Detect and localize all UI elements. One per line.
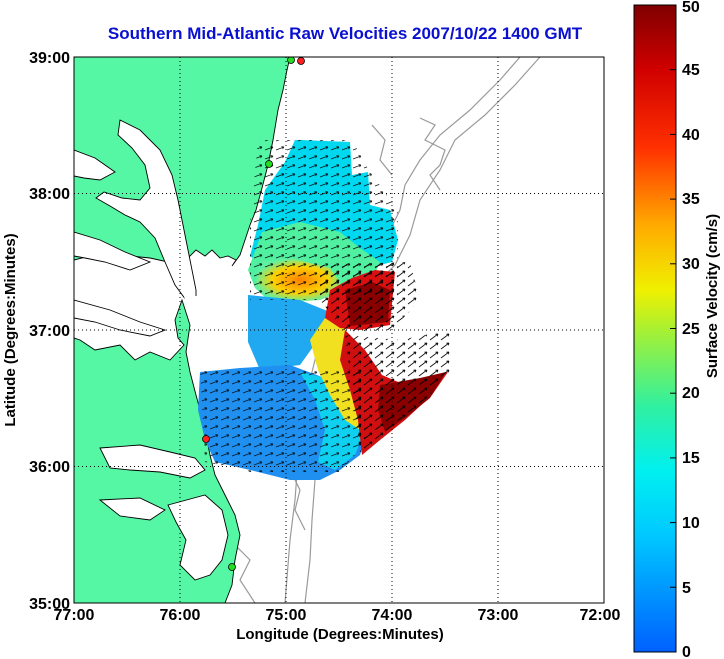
x-tick-label: 75:00 [266,607,307,624]
station-marker[interactable] [202,435,210,443]
colorbar [633,4,677,653]
y-tick-label: 36:00 [29,459,70,476]
station-marker[interactable] [297,57,305,65]
x-tick-label: 73:00 [478,607,519,624]
velocity-region-mid [248,295,330,370]
colorbar-tick-label: 0 [682,644,691,659]
y-tick-label: 39:00 [29,50,70,67]
grid-lines [74,57,604,603]
pamlico-sound [167,494,229,581]
colorbar-tick-label: 25 [682,321,700,338]
map-title: Southern Mid-Atlantic Raw Velocities 200… [107,24,583,43]
station-marker[interactable] [287,57,295,64]
y-tick-label: 35:00 [29,596,70,613]
x-tick-label: 76:00 [160,607,201,624]
x-tick-label: 77:00 [54,607,95,624]
colorbar-tick-label: 5 [682,580,691,597]
colorbar-tick-label: 10 [682,515,700,532]
colorbar-tick-label: 40 [682,127,700,144]
y-tick-label: 38:00 [29,186,70,203]
x-tick-label: 74:00 [372,607,413,624]
y-axis-ticks: 39:00 38:00 37:00 36:00 35:00 [29,50,70,613]
plot-frame [73,56,605,604]
station-marker[interactable] [228,563,236,571]
x-axis-ticks: 77:00 76:00 75:00 74:00 73:00 72:00 [54,607,621,624]
chesapeake-mouth [184,296,250,350]
colorbar-tick-label: 35 [682,191,700,208]
velocity-field [198,140,452,480]
colorbar-label: Surface Velocity (cm/s) [704,214,721,378]
colorbar-labels: 0 5 10 15 20 25 30 35 40 45 50 [682,0,700,659]
colorbar-ticks [670,4,676,588]
colorbar-tick-label: 20 [682,385,700,402]
station-marker[interactable] [265,160,273,168]
colorbar-tick-label: 50 [682,0,700,16]
colorbar-tick-label: 45 [682,62,700,79]
y-tick-label: 37:00 [29,323,70,340]
albemarle-sound [99,444,206,479]
y-axis-label: Latitude (Degrees:Minutes) [2,233,19,426]
x-tick-label: 72:00 [580,607,621,624]
colorbar-tick-label: 15 [682,450,700,467]
chesapeake-bay [95,119,197,301]
x-axis-label: Longitude (Degrees:Minutes) [236,626,444,643]
colorbar-tick-label: 30 [682,256,700,273]
